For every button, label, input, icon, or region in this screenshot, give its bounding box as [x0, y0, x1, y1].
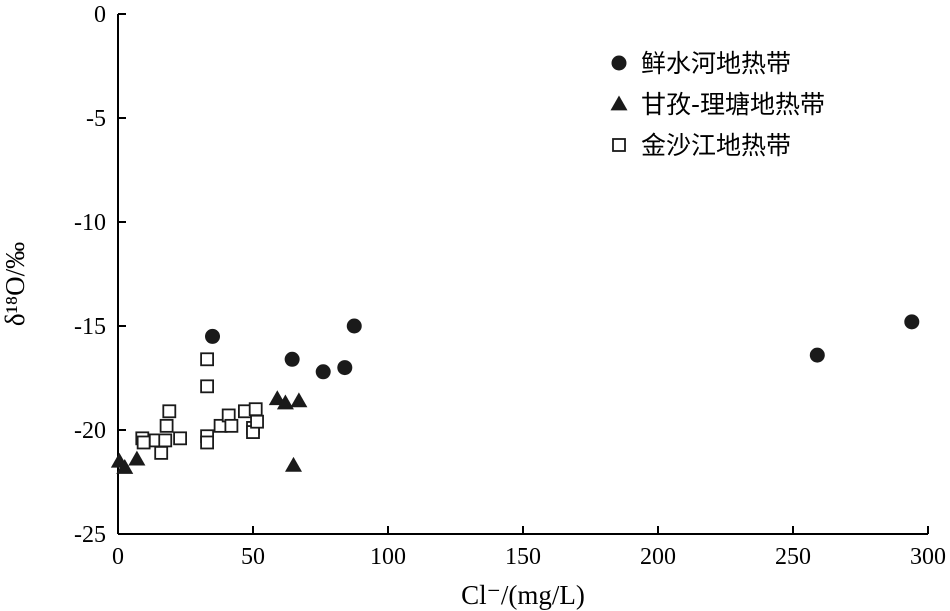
x-tick-label: 150: [505, 544, 541, 570]
data-point-series-3: [154, 445, 169, 460]
legend-marker-3: [612, 138, 626, 152]
data-point-series-3: [200, 352, 215, 367]
data-point-series-2: [128, 450, 146, 466]
data-marks: [110, 314, 920, 474]
data-point-series-2: [116, 458, 134, 474]
data-point-series-1: [809, 347, 825, 363]
data-point-series-1: [205, 328, 220, 344]
data-point-series-3: [250, 414, 264, 429]
data-point-series-3: [224, 418, 239, 433]
x-tick-label: 0: [112, 544, 124, 570]
legend-label-1: 鲜水河地热带: [641, 49, 791, 78]
data-point-series-1: [315, 364, 331, 380]
data-point-series-3: [136, 435, 151, 450]
x-tick-label: 200: [640, 544, 676, 570]
data-point-series-2: [276, 394, 294, 410]
data-point-series-1: [904, 314, 920, 330]
data-point-series-1: [337, 360, 353, 376]
x-tick-label: 250: [775, 544, 811, 570]
legend-marker-1: [611, 55, 627, 71]
data-point-series-2: [290, 392, 308, 408]
x-tick-label: 300: [910, 544, 946, 570]
y-axis-title: δ¹⁸O/‰: [0, 242, 30, 326]
data-point-series-3: [162, 404, 177, 419]
y-tick-label: -5: [86, 106, 106, 132]
data-point-series-2: [285, 456, 302, 472]
data-point-series-1: [284, 351, 300, 367]
y-tick-label: -25: [74, 522, 106, 548]
data-point-series-3: [200, 435, 215, 450]
y-tick-label: 0: [94, 2, 106, 28]
data-point-series-3: [248, 402, 263, 417]
data-point-series-1: [346, 318, 362, 334]
legend-label-2: 甘孜-理塘地热带: [641, 90, 825, 119]
y-tick-label: -20: [74, 418, 106, 444]
x-tick-label: 100: [370, 544, 406, 570]
legend-label-3: 金沙江地热带: [641, 131, 791, 160]
x-axis-title: Cl⁻/(mg/L): [461, 580, 585, 610]
data-point-series-3: [158, 433, 173, 448]
data-point-series-3: [173, 431, 188, 446]
x-tick-label: 50: [241, 544, 265, 570]
data-point-series-3: [159, 418, 174, 433]
legend-marker-2: [610, 95, 628, 111]
y-tick-label: -10: [74, 210, 106, 236]
data-point-series-3: [200, 379, 215, 394]
y-tick-label: -15: [74, 314, 106, 340]
ticks: 0 50 100 150 200 250 300 0 -5 -10 -15 -20 -25: [74, 2, 946, 570]
